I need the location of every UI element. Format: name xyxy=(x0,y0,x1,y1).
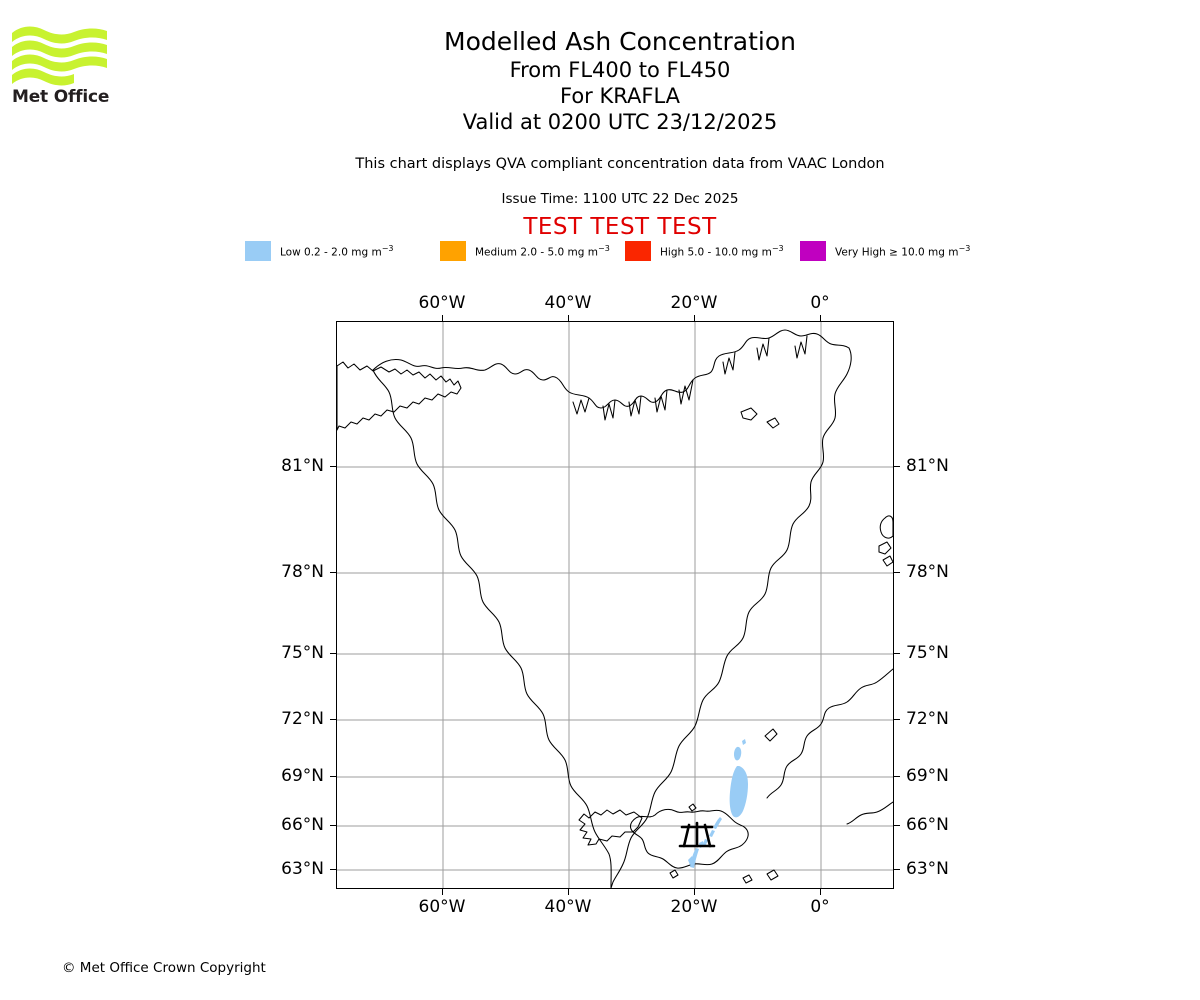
legend-entry-0: Low 0.2 - 2.0 mg m−3 xyxy=(245,240,393,262)
lat-label-right-1: 78°N xyxy=(906,562,949,582)
page-title: Modelled Ash Concentration xyxy=(444,27,796,56)
lat-tick-right-3 xyxy=(894,718,900,720)
lon-label-top-2: 20°W xyxy=(670,293,718,313)
met-office-wordmark: Met Office xyxy=(12,87,110,107)
lat-tick-left-0 xyxy=(330,465,336,467)
lon-tick-bottom-1 xyxy=(567,889,569,895)
coast-uk-north xyxy=(846,801,893,825)
coast-greenland-islands xyxy=(740,407,780,429)
lat-label-left-5: 66°N xyxy=(281,815,324,835)
lon-label-top-3: 0° xyxy=(810,293,830,313)
lon-label-bottom-0: 60°W xyxy=(418,897,466,917)
lat-label-left-4: 69°N xyxy=(281,766,324,786)
lat-tick-left-6 xyxy=(330,868,336,870)
coastline-paths xyxy=(337,329,893,888)
coast-small-islands xyxy=(766,869,779,881)
qva-note: This chart displays QVA compliant concen… xyxy=(355,156,885,172)
coast-svalbard xyxy=(878,515,893,567)
legend-entry-1: Medium 2.0 - 5.0 mg m−3 xyxy=(440,240,610,262)
coast-jan-mayen xyxy=(764,728,778,742)
ash-plume-low xyxy=(688,739,748,868)
legend-swatch-1 xyxy=(440,241,466,261)
coast-iceland xyxy=(578,803,753,884)
lon-label-top-0: 60°W xyxy=(418,293,466,313)
lat-tick-left-3 xyxy=(330,718,336,720)
lon-label-top-1: 40°W xyxy=(544,293,592,313)
lat-tick-left-4 xyxy=(330,775,336,777)
coast-greenland-east xyxy=(610,347,852,888)
lat-label-left-0: 81°N xyxy=(281,456,324,476)
legend-label-2: High 5.0 - 10.0 mg m−3 xyxy=(660,244,784,259)
lon-label-bottom-1: 40°W xyxy=(544,897,592,917)
lon-tick-top-0 xyxy=(441,315,443,321)
lat-label-right-2: 75°N xyxy=(906,643,949,663)
lat-label-right-0: 81°N xyxy=(906,456,949,476)
lon-tick-bottom-3 xyxy=(819,889,821,895)
test-banner: TEST TEST TEST xyxy=(523,214,717,240)
lat-tick-right-4 xyxy=(894,775,900,777)
copyright-notice: © Met Office Crown Copyright xyxy=(62,960,266,976)
valid-at-line: Valid at 0200 UTC 23/12/2025 xyxy=(462,110,778,134)
lon-label-bottom-2: 20°W xyxy=(670,897,718,917)
issue-time: Issue Time: 1100 UTC 22 Dec 2025 xyxy=(501,191,739,207)
lon-label-bottom-3: 0° xyxy=(810,897,830,917)
map-gridlines xyxy=(337,322,893,888)
lon-tick-bottom-0 xyxy=(441,889,443,895)
volcano-line: For KRAFLA xyxy=(560,84,680,108)
lat-label-left-3: 72°N xyxy=(281,709,324,729)
lon-tick-bottom-2 xyxy=(693,889,695,895)
legend-label-1: Medium 2.0 - 5.0 mg m−3 xyxy=(475,244,610,259)
legend-swatch-0 xyxy=(245,241,271,261)
lat-tick-right-5 xyxy=(894,824,900,826)
lat-label-right-4: 69°N xyxy=(906,766,949,786)
map-container: 60°W 60°W 40°W 40°W 20°W 20°W 0° 0° 81°N 81°N 78°N… xyxy=(281,293,949,917)
lat-tick-right-0 xyxy=(894,465,900,467)
legend-label-3: Very High ≥ 10.0 mg m−3 xyxy=(835,244,971,259)
concentration-legend: Low 0.2 - 2.0 mg m−3 Medium 2.0 - 5.0 mg … xyxy=(245,240,990,262)
lat-tick-left-5 xyxy=(330,824,336,826)
lat-label-right-3: 72°N xyxy=(906,709,949,729)
chart-title-block: Modelled Ash Concentration From FL400 to… xyxy=(340,26,900,135)
lon-tick-top-1 xyxy=(567,315,569,321)
lat-tick-right-1 xyxy=(894,571,900,573)
lat-label-left-6: 63°N xyxy=(281,859,324,879)
coast-greenland-west xyxy=(372,369,612,888)
coast-greenland-fjords xyxy=(572,335,808,421)
legend-label-0: Low 0.2 - 2.0 mg m−3 xyxy=(280,244,394,259)
legend-entry-2: High 5.0 - 10.0 mg m−3 xyxy=(625,240,784,262)
coast-norway xyxy=(766,668,893,799)
lat-tick-left-2 xyxy=(330,652,336,654)
met-office-wave-mark xyxy=(12,26,107,86)
met-office-logo: Met Office xyxy=(12,26,112,116)
legend-swatch-2 xyxy=(625,241,651,261)
lat-label-left-1: 78°N xyxy=(281,562,324,582)
lat-label-left-2: 75°N xyxy=(281,643,324,663)
lon-tick-top-3 xyxy=(819,315,821,321)
lon-tick-top-2 xyxy=(693,315,695,321)
legend-swatch-3 xyxy=(800,241,826,261)
lat-tick-left-1 xyxy=(330,571,336,573)
map-plot-area xyxy=(336,321,894,889)
lat-tick-right-2 xyxy=(894,652,900,654)
legend-entry-3: Very High ≥ 10.0 mg m−3 xyxy=(800,240,970,262)
volcano-marker-krafla xyxy=(678,821,716,848)
lat-tick-right-6 xyxy=(894,868,900,870)
lat-label-right-6: 63°N xyxy=(906,859,949,879)
flight-level-line: From FL400 to FL450 xyxy=(509,58,731,82)
coast-ellesmere-island xyxy=(337,361,462,431)
lat-label-right-5: 66°N xyxy=(906,815,949,835)
map-graphics xyxy=(337,322,893,888)
